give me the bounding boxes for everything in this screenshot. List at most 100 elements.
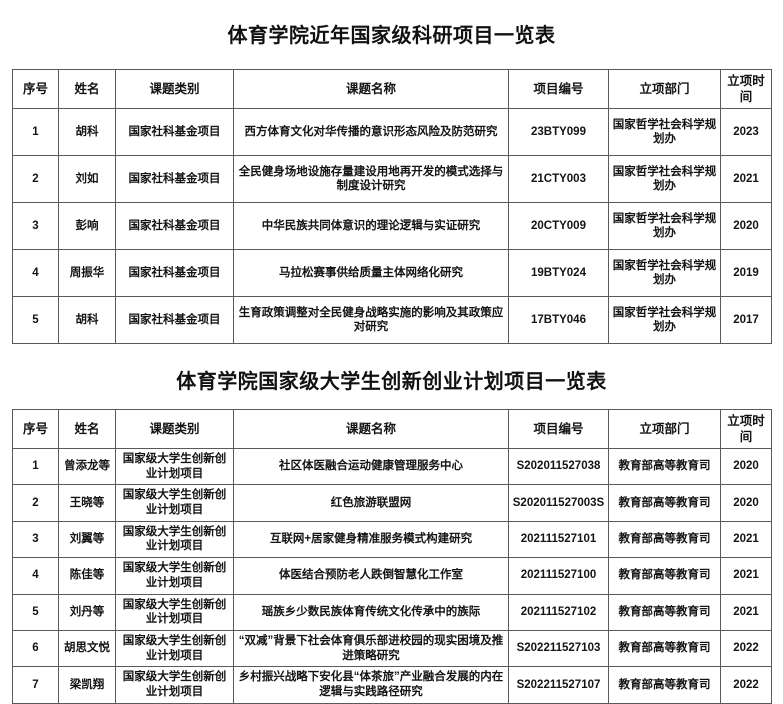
cell-category: 国家级大学生创新创业计划项目 (115, 593, 234, 631)
cell-seq: 1 (12, 108, 59, 157)
cell-name: 彭响 (58, 202, 116, 251)
cell-dept: 教育部高等教育司 (608, 557, 721, 595)
column-header-category: 课题类别 (115, 69, 234, 110)
cell-year: 2019 (720, 249, 772, 298)
student-innovation-table-wrapper: 序号 姓名 课题类别 课题名称 项目编号 立项部门 立项时间 1 曾添龙等 国家… (0, 408, 783, 704)
cell-code: 17BTY046 (508, 296, 609, 345)
page-title-student-innovation-projects: 体育学院国家级大学生创新创业计划项目一览表 (176, 370, 607, 393)
cell-name: 刘丹等 (58, 593, 116, 631)
cell-year: 2022 (720, 629, 772, 668)
cell-year: 2021 (720, 557, 772, 595)
cell-code: 21CTY003 (508, 155, 609, 204)
column-header-category: 课题类别 (115, 408, 234, 449)
cell-dept: 国家哲学社会科学规划办 (608, 202, 721, 251)
cell-code: S202011527038 (508, 447, 609, 486)
cell-title: 社区体医融合运动健康管理服务中心 (233, 447, 509, 486)
cell-seq: 3 (12, 520, 59, 559)
table-row: 5 刘丹等 国家级大学生创新创业计划项目 瑶族乡少数民族体育传统文化传承中的族际… (12, 593, 772, 631)
column-header-seq: 序号 (12, 408, 59, 449)
cell-name: 胡科 (58, 296, 116, 345)
research-projects-table-wrapper: 序号 姓名 课题类别 课题名称 项目编号 立项部门 立项时间 1 胡科 国家社科… (0, 69, 783, 345)
cell-category: 国家级大学生创新创业计划项目 (115, 484, 234, 522)
table-row: 7 梁凯翔 国家级大学生创新创业计划项目 乡村振兴战略下安化县“体茶旅”产业融合… (12, 666, 772, 704)
cell-category: 国家社科基金项目 (115, 155, 234, 204)
table-header-row: 序号 姓名 课题类别 课题名称 项目编号 立项部门 立项时间 (12, 69, 772, 110)
cell-year: 2021 (720, 520, 772, 559)
cell-title: 乡村振兴战略下安化县“体茶旅”产业融合发展的内在逻辑与实践路径研究 (233, 666, 509, 704)
column-header-code: 项目编号 (508, 69, 609, 110)
column-header-seq: 序号 (12, 69, 59, 110)
cell-name: 周振华 (58, 249, 116, 298)
cell-code: 202111527100 (508, 557, 609, 595)
table-row: 4 陈佳等 国家级大学生创新创业计划项目 体医结合预防老人跌倒智慧化工作室 20… (12, 557, 772, 595)
cell-seq: 2 (12, 155, 59, 204)
cell-name: 王晓等 (58, 484, 116, 522)
cell-name: 刘如 (58, 155, 116, 204)
cell-title: 生育政策调整对全民健身战略实施的影响及其政策应对研究 (233, 296, 509, 345)
cell-category: 国家社科基金项目 (115, 108, 234, 157)
cell-title: 西方体育文化对华传播的意识形态风险及防范研究 (233, 108, 509, 157)
cell-dept: 教育部高等教育司 (608, 629, 721, 668)
cell-code: S202011527003S (508, 484, 609, 522)
cell-title: 马拉松赛事供给质量主体网络化研究 (233, 249, 509, 298)
cell-category: 国家级大学生创新创业计划项目 (115, 557, 234, 595)
cell-title: 体医结合预防老人跌倒智慧化工作室 (233, 557, 509, 595)
cell-title: 中华民族共同体意识的理论逻辑与实证研究 (233, 202, 509, 251)
cell-year: 2017 (720, 296, 772, 345)
cell-title: 全民健身场地设施存量建设用地再开发的模式选择与制度设计研究 (233, 155, 509, 204)
column-header-year: 立项时间 (720, 69, 772, 110)
cell-title: 瑶族乡少数民族体育传统文化传承中的族际 (233, 593, 509, 631)
cell-year: 2021 (720, 155, 772, 204)
cell-category: 国家级大学生创新创业计划项目 (115, 447, 234, 486)
table-header-row: 序号 姓名 课题类别 课题名称 项目编号 立项部门 立项时间 (12, 408, 772, 449)
cell-code: S202211527107 (508, 666, 609, 704)
cell-category: 国家社科基金项目 (115, 249, 234, 298)
cell-seq: 4 (12, 557, 59, 595)
cell-seq: 3 (12, 202, 59, 251)
cell-category: 国家级大学生创新创业计划项目 (115, 629, 234, 668)
cell-dept: 国家哲学社会科学规划办 (608, 296, 721, 345)
cell-dept: 国家哲学社会科学规划办 (608, 108, 721, 157)
cell-code: 20CTY009 (508, 202, 609, 251)
cell-code: 23BTY099 (508, 108, 609, 157)
cell-dept: 教育部高等教育司 (608, 666, 721, 704)
column-header-title: 课题名称 (233, 69, 509, 110)
page-title-research-projects: 体育学院近年国家级科研项目一览表 (227, 25, 556, 48)
cell-name: 胡科 (58, 108, 116, 157)
cell-seq: 7 (12, 666, 59, 704)
column-header-year: 立项时间 (720, 408, 772, 449)
column-header-dept: 立项部门 (608, 408, 721, 449)
cell-title: “双减”背景下社会体育俱乐部进校园的现实困境及推进策略研究 (233, 629, 509, 668)
cell-code: 202111527102 (508, 593, 609, 631)
table-row: 3 刘翼等 国家级大学生创新创业计划项目 互联网+居家健身精准服务模式构建研究 … (12, 520, 772, 559)
cell-code: 202111527101 (508, 520, 609, 559)
cell-title: 红色旅游联盟网 (233, 484, 509, 522)
cell-seq: 5 (12, 296, 59, 345)
cell-year: 2022 (720, 666, 772, 704)
table-row: 3 彭响 国家社科基金项目 中华民族共同体意识的理论逻辑与实证研究 20CTY0… (12, 202, 772, 251)
research-projects-table: 序号 姓名 课题类别 课题名称 项目编号 立项部门 立项时间 1 胡科 国家社科… (12, 69, 772, 345)
cell-title: 互联网+居家健身精准服务模式构建研究 (233, 520, 509, 559)
cell-dept: 教育部高等教育司 (608, 520, 721, 559)
column-header-name: 姓名 (58, 408, 116, 449)
column-header-name: 姓名 (58, 69, 116, 110)
cell-category: 国家级大学生创新创业计划项目 (115, 520, 234, 559)
cell-name: 陈佳等 (58, 557, 116, 595)
cell-seq: 1 (12, 447, 59, 486)
cell-year: 2023 (720, 108, 772, 157)
cell-year: 2020 (720, 202, 772, 251)
cell-code: S202211527103 (508, 629, 609, 668)
table-row: 2 刘如 国家社科基金项目 全民健身场地设施存量建设用地再开发的模式选择与制度设… (12, 155, 772, 204)
table-row: 4 周振华 国家社科基金项目 马拉松赛事供给质量主体网络化研究 19BTY024… (12, 249, 772, 298)
cell-dept: 教育部高等教育司 (608, 484, 721, 522)
table-row: 5 胡科 国家社科基金项目 生育政策调整对全民健身战略实施的影响及其政策应对研究… (12, 296, 772, 345)
cell-dept: 国家哲学社会科学规划办 (608, 155, 721, 204)
cell-category: 国家级大学生创新创业计划项目 (115, 666, 234, 704)
cell-dept: 教育部高等教育司 (608, 447, 721, 486)
cell-category: 国家社科基金项目 (115, 202, 234, 251)
cell-category: 国家社科基金项目 (115, 296, 234, 345)
cell-dept: 教育部高等教育司 (608, 593, 721, 631)
cell-name: 刘翼等 (58, 520, 116, 559)
document-page: 体育学院近年国家级科研项目一览表 序号 姓名 课题类别 课题名称 项目编号 立项… (0, 13, 783, 704)
table-row: 1 胡科 国家社科基金项目 西方体育文化对华传播的意识形态风险及防范研究 23B… (12, 108, 772, 157)
